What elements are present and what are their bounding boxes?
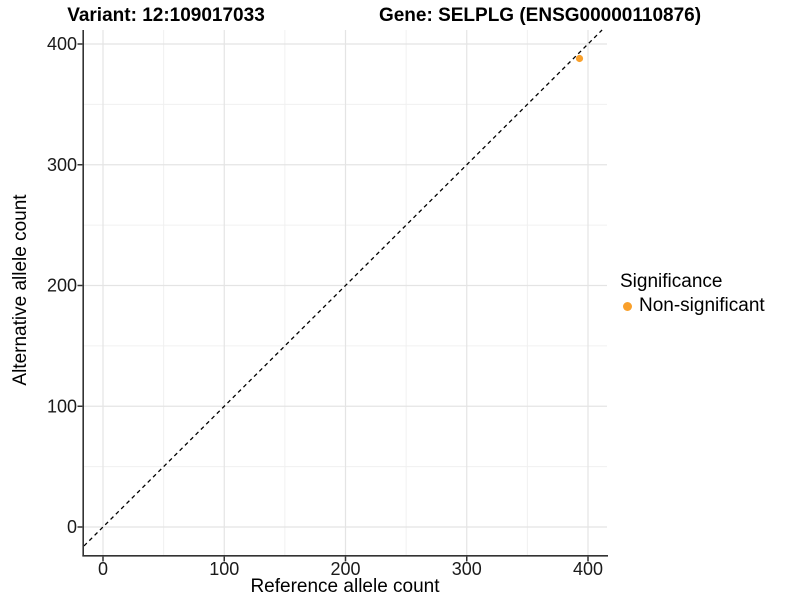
legend-point-icon xyxy=(623,301,632,311)
gene-title: Gene: SELPLG (ENSG00000110876) xyxy=(378,5,702,26)
y-tick-label: 200 xyxy=(47,276,77,296)
x-tick-label: 0 xyxy=(98,559,108,579)
variant-title: Variant: 12:109017033 xyxy=(67,5,265,26)
x-axis-title: Reference allele count xyxy=(250,576,440,597)
legend: Significance Non-significant xyxy=(620,271,765,317)
data-point xyxy=(575,54,584,63)
x-tick-label: 100 xyxy=(209,559,239,579)
y-axis-title: Alternative allele count xyxy=(10,194,31,386)
y-tick-label: 300 xyxy=(47,155,77,175)
x-tick-label: 200 xyxy=(330,559,360,579)
legend-item-label: Non-significant xyxy=(639,295,765,316)
y-tick-label: 0 xyxy=(67,517,77,537)
legend-item: Non-significant xyxy=(620,295,765,317)
legend-title: Significance xyxy=(620,271,723,292)
x-tick-label: 300 xyxy=(452,559,482,579)
identity-dashed-line xyxy=(83,29,603,547)
y-tick-label: 100 xyxy=(47,396,77,416)
x-tick-label: 400 xyxy=(573,559,603,579)
y-tick-label: 400 xyxy=(47,34,77,54)
